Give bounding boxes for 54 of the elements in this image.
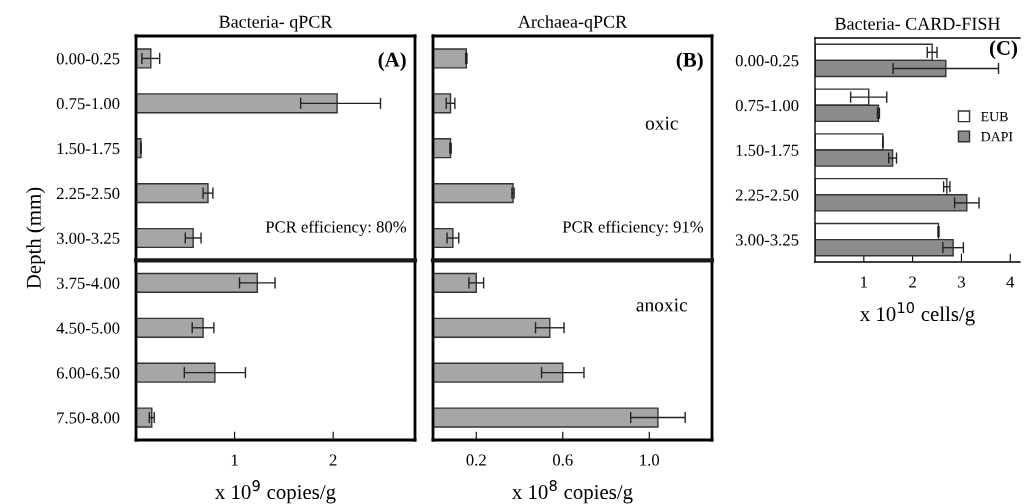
bar <box>433 272 477 294</box>
chart-title: Bacteria- CARD-FISH <box>835 17 1000 30</box>
x-tick-label: 3 <box>958 276 965 288</box>
x-tick-label: 0.2 <box>466 454 486 466</box>
chart-title: Bacteria- qPCR <box>219 15 333 32</box>
bar <box>136 407 153 428</box>
bar <box>136 93 338 114</box>
bar <box>136 272 258 294</box>
x-tick-label: 2 <box>329 454 337 466</box>
bar <box>433 93 452 114</box>
bar <box>433 362 564 383</box>
y-tick-label: 1.50-1.75 <box>57 142 120 155</box>
x-axis-title: x 10$^{9}$ copies/g <box>215 480 336 504</box>
x-tick-label: 2 <box>909 276 916 288</box>
y-tick-label: 2.25-2.50 <box>735 189 799 201</box>
bar <box>433 317 551 338</box>
bar <box>136 362 216 383</box>
bar <box>433 407 659 428</box>
y-tick-label: 7.50-8.00 <box>57 412 120 424</box>
bar <box>136 317 204 338</box>
y-tick-label: 0.00-0.25 <box>735 55 799 67</box>
y-tick-label: 4.50-5.00 <box>56 322 120 334</box>
bar <box>136 182 209 204</box>
annotation: (B) <box>676 52 703 72</box>
x-tick-label: 4 <box>1006 276 1015 288</box>
x-axis-title: x 10$^{10}$ cells/g <box>859 302 975 326</box>
y-tick-label: 0.75-1.00 <box>56 98 120 110</box>
chart-title: Archaea-qPCR <box>518 15 628 32</box>
y-tick-label: 2.25-2.50 <box>56 187 120 200</box>
y-tick-label: 1.50-1.75 <box>736 144 799 157</box>
bar <box>433 138 452 159</box>
x-tick-label: 1.0 <box>640 454 660 466</box>
bar <box>136 227 194 249</box>
annotation: anoxic <box>636 298 688 312</box>
y-tick-label: 3.00-3.25 <box>735 234 799 246</box>
bar <box>433 48 468 69</box>
y-tick-label: 3.00-3.25 <box>56 232 120 245</box>
bar <box>433 182 514 204</box>
legend-label: EUB <box>981 112 1008 122</box>
x-tick-label: 1 <box>861 276 867 288</box>
y-tick-label: 0.00-0.25 <box>56 53 120 65</box>
x-tick-label: 1 <box>231 454 238 466</box>
annotation: (C) <box>989 40 1018 60</box>
annotation: (A) <box>378 52 406 72</box>
x-axis-title: x 10$^{8}$ copies/g <box>512 480 633 504</box>
annotation: oxic <box>645 116 678 130</box>
x-tick-label: 0.6 <box>552 454 573 466</box>
y-tick-label: 6.00-6.50 <box>56 367 120 379</box>
y-tick-label: 3.75-4.00 <box>56 277 120 289</box>
y-tick-label: 0.75-1.00 <box>735 99 799 112</box>
legend-label: DAPI <box>981 132 1013 142</box>
annotation: PCR efficiency: 91% <box>562 220 704 236</box>
y-axis-title: Depth (mm) <box>26 187 46 289</box>
annotation: PCR efficiency: 80% <box>265 220 407 236</box>
